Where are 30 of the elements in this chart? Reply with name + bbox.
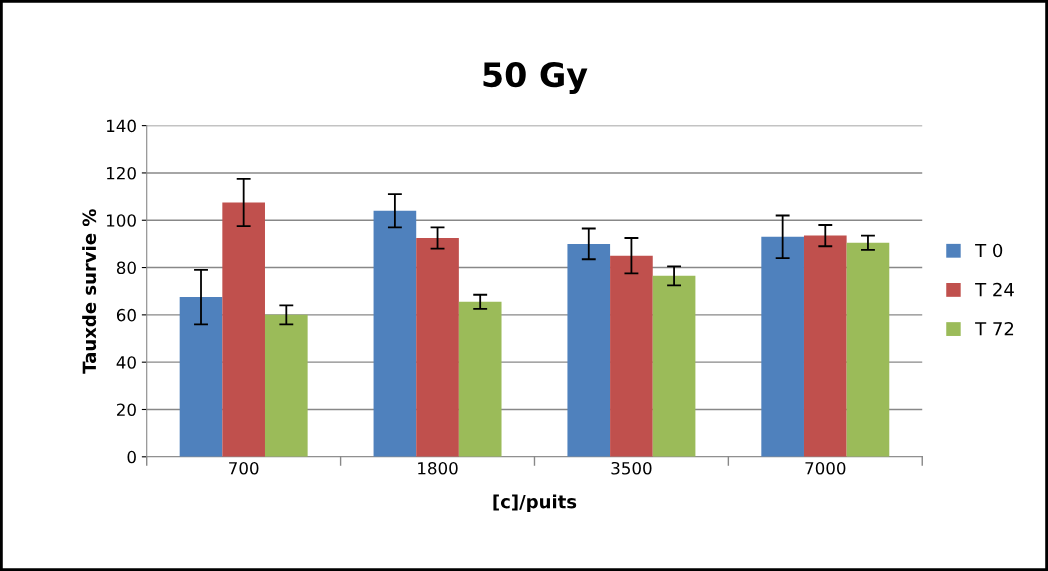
bar xyxy=(222,202,265,457)
x-tick-label: 1800 xyxy=(418,461,458,475)
y-tick-label: 140 xyxy=(107,119,136,133)
x-tick-label: 700 xyxy=(229,461,259,475)
x-tick-label: 3500 xyxy=(611,461,652,475)
legend-label: T 0 xyxy=(975,243,1003,258)
bar xyxy=(373,210,417,457)
bar xyxy=(846,242,890,457)
legend-label: T 72 xyxy=(975,321,1014,336)
y-tick-label: 0 xyxy=(127,450,136,464)
bar xyxy=(803,235,847,457)
chart-title: 50 Gy xyxy=(483,61,588,94)
bar xyxy=(264,314,308,457)
bar xyxy=(416,237,459,457)
bar xyxy=(652,275,696,457)
x-tick-label: 7000 xyxy=(805,461,846,475)
bar xyxy=(458,301,502,457)
bar xyxy=(610,255,653,457)
y-tick-label: 80 xyxy=(116,261,136,275)
y-tick-label: 60 xyxy=(116,308,136,322)
bar xyxy=(567,243,611,457)
legend-label: T 24 xyxy=(975,282,1014,297)
y-tick-label: 40 xyxy=(116,356,136,369)
bar xyxy=(761,236,804,457)
y-axis-title: Tauxde survie % xyxy=(82,209,97,374)
y-tick-label: 20 xyxy=(117,403,136,417)
y-tick-label: 100 xyxy=(107,214,136,227)
bar xyxy=(179,297,223,457)
x-axis-title: [c]/puits xyxy=(493,494,577,512)
y-tick-label: 120 xyxy=(107,166,136,180)
